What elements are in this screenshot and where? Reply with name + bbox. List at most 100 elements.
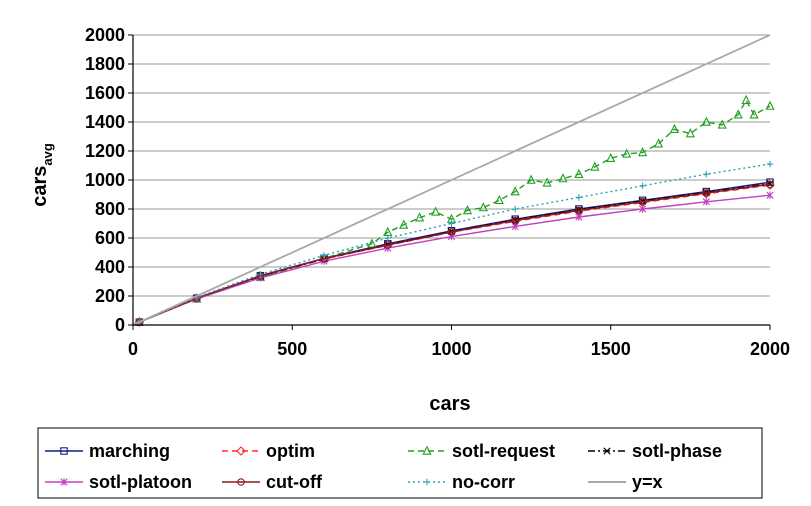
x-tick-label: 2000: [750, 339, 790, 359]
legend-box: [37, 427, 763, 499]
legend-marker: [236, 446, 246, 456]
y-tick-label: 2000: [85, 25, 125, 45]
legend-label: no-corr: [452, 472, 515, 492]
data-point: [447, 228, 456, 236]
legend-marker: [237, 478, 245, 486]
y-axis-title: carsavg: [29, 143, 55, 207]
series-line: [139, 183, 771, 323]
data-point: [639, 182, 646, 189]
series-no-corr: [136, 160, 774, 326]
data-point: [384, 241, 392, 249]
data-point: [685, 128, 695, 138]
data-point: [653, 138, 664, 148]
data-point: [542, 177, 552, 187]
data-point: [257, 271, 264, 278]
data-point: [430, 206, 441, 216]
data-point: [766, 180, 774, 189]
data-point: [622, 148, 632, 158]
series-line: [139, 181, 771, 323]
data-point: [702, 189, 711, 197]
data-point: [590, 161, 600, 171]
y-tick-label: 200: [95, 286, 125, 306]
data-point: [741, 94, 751, 104]
data-point: [606, 152, 616, 162]
legend-marker: [423, 478, 431, 486]
legend-item-sotl-request: sotl-request: [408, 441, 555, 461]
data-point: [766, 191, 774, 199]
data-point: [703, 171, 710, 178]
data-point: [749, 109, 759, 119]
y-tick-label: 800: [95, 199, 125, 219]
data-point: [510, 186, 520, 196]
series-sotl-phase: [135, 180, 774, 326]
data-point: [701, 116, 711, 126]
legend-item-sotl-phase: sotl-phase: [588, 441, 722, 461]
legend-item-sotl-platoon: sotl-platoon: [45, 472, 192, 492]
y-tick-label: 600: [95, 228, 125, 248]
data-point: [462, 205, 473, 215]
series-sotl-platoon: [135, 191, 774, 326]
data-point: [575, 213, 583, 221]
x-axis-ticks: 0 500 1000 1500 2000: [128, 325, 790, 359]
legend-label: cut-off: [266, 472, 323, 492]
data-point: [367, 238, 377, 248]
data-point: [765, 100, 775, 110]
y-tick-label: 1400: [85, 112, 125, 132]
y-tick-label: 1800: [85, 54, 125, 74]
data-point: [384, 234, 391, 242]
legend-item-cut-off: cut-off: [222, 472, 323, 492]
data-point: [717, 119, 727, 129]
legend-label: y=x: [632, 472, 663, 492]
legend-label: marching: [89, 441, 170, 461]
y-tick-label: 1000: [85, 170, 125, 190]
legend-label: sotl-platoon: [89, 472, 192, 492]
x-tick-label: 1000: [431, 339, 471, 359]
legend-marker: [60, 447, 68, 455]
series-sotl-request: [134, 94, 775, 326]
data-point: [638, 147, 648, 157]
y-axis-title-subscript: avg: [40, 143, 55, 165]
legend-label: sotl-request: [452, 441, 555, 461]
plot-series: [132, 34, 775, 327]
data-point: [766, 178, 774, 186]
data-point: [448, 220, 455, 227]
y-tick-label: 400: [95, 257, 125, 277]
x-axis-title: cars: [429, 393, 470, 415]
data-point: [478, 202, 488, 212]
legend-item-y=x: y=x: [588, 472, 663, 492]
legend-marker: [603, 447, 611, 455]
data-point: [766, 160, 774, 168]
legend-marker: [60, 478, 68, 486]
data-point: [494, 194, 504, 205]
data-point: [399, 219, 409, 229]
data-point: [512, 205, 519, 213]
series-line: [139, 163, 771, 323]
series-line: [139, 182, 771, 323]
data-point: [511, 216, 519, 225]
series-marching: [135, 178, 774, 326]
series-line: [139, 98, 771, 323]
data-point: [575, 206, 583, 215]
data-point: [526, 174, 536, 184]
legend-marker: [422, 445, 432, 455]
data-point: [733, 109, 743, 119]
y-axis-ticks: 0 200 400 600 800 1000 1200 1400 1600 1800 2000: [85, 25, 133, 335]
series-y=x: [132, 34, 771, 326]
legend-item-marching: marching: [45, 441, 170, 461]
legend-item-optim: optim: [222, 441, 315, 461]
data-point: [415, 212, 425, 222]
data-point: [702, 198, 710, 206]
legend-item-no-corr: no-corr: [408, 472, 515, 492]
legend-label: optim: [266, 441, 315, 461]
series-cut-off: [135, 180, 774, 326]
y-tick-label: 0: [115, 315, 125, 335]
y-tick-label: 1600: [85, 83, 125, 103]
series-optim: [134, 180, 775, 327]
data-point: [575, 194, 583, 201]
legend-label: sotl-phase: [632, 441, 722, 461]
x-tick-label: 500: [277, 339, 307, 359]
series-line: [139, 194, 771, 323]
x-tick-label: 1500: [591, 339, 631, 359]
data-point: [669, 123, 680, 133]
